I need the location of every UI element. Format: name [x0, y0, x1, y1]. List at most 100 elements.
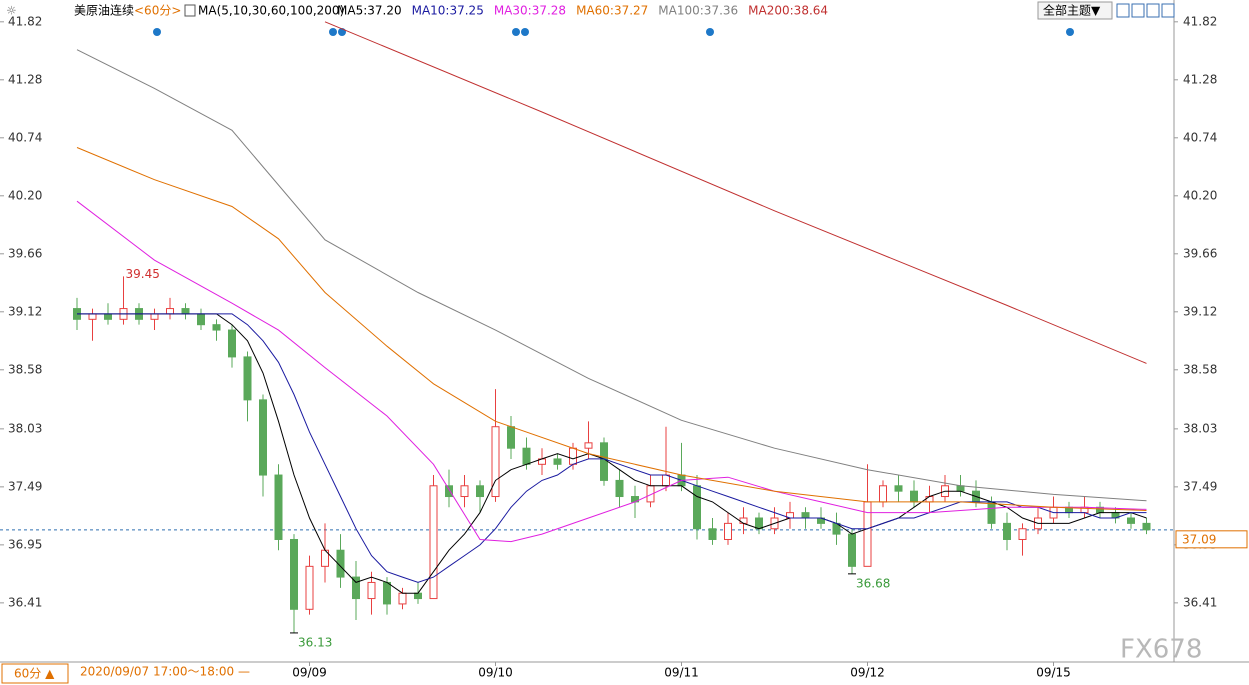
candle-body	[724, 522, 732, 540]
candle-body	[228, 329, 236, 358]
event-dot[interactable]	[153, 28, 161, 36]
event-dot[interactable]	[706, 28, 714, 36]
candle-body	[1142, 522, 1151, 531]
y-tick-label-left: 38.03	[8, 421, 42, 435]
candle-body	[166, 308, 174, 315]
y-tick-label: 36.41	[1183, 595, 1217, 609]
event-dot[interactable]	[521, 28, 529, 36]
ma-line	[76, 49, 1147, 502]
y-tick-label: 38.58	[1183, 362, 1217, 376]
candle-body	[429, 485, 438, 600]
x-tick-label: 09/12	[850, 666, 885, 680]
y-tick-label-left: 37.49	[8, 479, 42, 493]
y-tick-label: 40.74	[1183, 130, 1217, 144]
candle-body	[305, 565, 314, 610]
candle-body	[662, 474, 670, 487]
candle-body	[739, 517, 748, 524]
candle-body	[398, 592, 407, 605]
event-dots	[153, 28, 1074, 36]
candle-body	[925, 496, 934, 503]
candle-body	[460, 485, 469, 498]
ma-line	[324, 21, 1147, 364]
tool-button[interactable]	[1116, 3, 1130, 18]
candle-body	[910, 490, 918, 503]
footer-period-box[interactable]	[1, 663, 69, 684]
event-dot[interactable]	[329, 28, 337, 36]
y-tick-label: 39.66	[1183, 246, 1217, 260]
candle-body	[755, 517, 763, 530]
period[interactable]: <60分>	[134, 4, 181, 18]
candle-body	[848, 533, 856, 567]
y-tick-label-left: 41.82	[8, 14, 42, 28]
legend-entry: MA100:37.36	[658, 4, 738, 18]
legend-entry: MA10:37.25	[412, 4, 484, 18]
candle-body	[708, 528, 717, 540]
tool-button[interactable]	[1146, 3, 1160, 18]
tool-button[interactable]	[1161, 3, 1175, 18]
candle-body	[445, 485, 453, 498]
candle-body	[600, 442, 608, 481]
watermark: FX678	[1120, 635, 1202, 665]
high-label: 39.45	[126, 267, 160, 281]
candle-body	[476, 485, 484, 498]
ma-line	[76, 200, 1147, 543]
candle-body	[987, 501, 996, 524]
indicator-icon[interactable]	[184, 4, 196, 17]
legend-entry: MA5:37.20	[337, 4, 402, 18]
candle-body	[181, 308, 190, 315]
candle-body	[615, 479, 624, 498]
y-tick-label: 39.12	[1183, 304, 1217, 318]
candle-body	[150, 313, 159, 320]
y-tick-label: 41.28	[1183, 72, 1217, 86]
menu-icon[interactable]: ☼	[6, 4, 17, 18]
tool-button[interactable]	[1131, 3, 1145, 18]
candle-body	[104, 313, 112, 320]
candle-body	[383, 581, 391, 605]
toolbar	[1116, 3, 1175, 18]
y-tick-label-left: 39.66	[8, 246, 42, 260]
candle-body	[522, 447, 531, 465]
candle-body	[1127, 517, 1135, 524]
y-tick-label-left: 39.12	[8, 304, 42, 318]
candle-body	[367, 581, 376, 600]
candle-body	[352, 576, 360, 600]
x-tick-label: 09/09	[292, 666, 327, 680]
y-tick-label: 38.03	[1183, 421, 1217, 435]
theme-button-box[interactable]	[1037, 1, 1113, 20]
y-tick-label: 40.20	[1183, 188, 1217, 202]
event-dot[interactable]	[1066, 28, 1074, 36]
legend-entry: MA30:37.28	[494, 4, 566, 18]
candle-body	[569, 447, 577, 465]
candle-body	[1003, 522, 1011, 540]
y-tick-label-left: 40.20	[8, 188, 42, 202]
low-label: 36.68	[856, 576, 890, 590]
candle-body	[414, 592, 422, 600]
candle-body	[197, 313, 205, 326]
ma-line	[77, 313, 1147, 594]
x-tick-label: 09/15	[1036, 666, 1071, 680]
current-price-box	[1175, 530, 1248, 549]
event-dot[interactable]	[512, 28, 520, 36]
candle-body	[507, 426, 515, 449]
low-label: 36.13	[298, 635, 332, 649]
x-tick-label: 09/10	[478, 666, 513, 680]
y-tick-label: 37.49	[1183, 479, 1217, 493]
title: 美原油连续	[74, 3, 134, 18]
y-tick-label-left: 38.58	[8, 362, 42, 376]
theme-button[interactable]: 全部主题▼	[1043, 3, 1101, 18]
y-tick-label-left: 40.74	[8, 130, 42, 144]
candle-body	[290, 538, 298, 610]
candle-body	[243, 356, 252, 401]
candle-body	[259, 399, 267, 476]
candle-body	[801, 512, 810, 519]
legend-entry: MA60:37.27	[576, 4, 648, 18]
y-tick-label: 41.82	[1183, 14, 1217, 28]
candle-body	[879, 485, 887, 503]
candle-body	[894, 485, 903, 492]
y-tick-label-left: 41.28	[8, 72, 42, 86]
footer-period[interactable]: 60分 ▲	[14, 667, 55, 681]
candle-body	[693, 485, 701, 530]
indicator: MA(5,10,30,60,100,200)	[198, 4, 344, 18]
